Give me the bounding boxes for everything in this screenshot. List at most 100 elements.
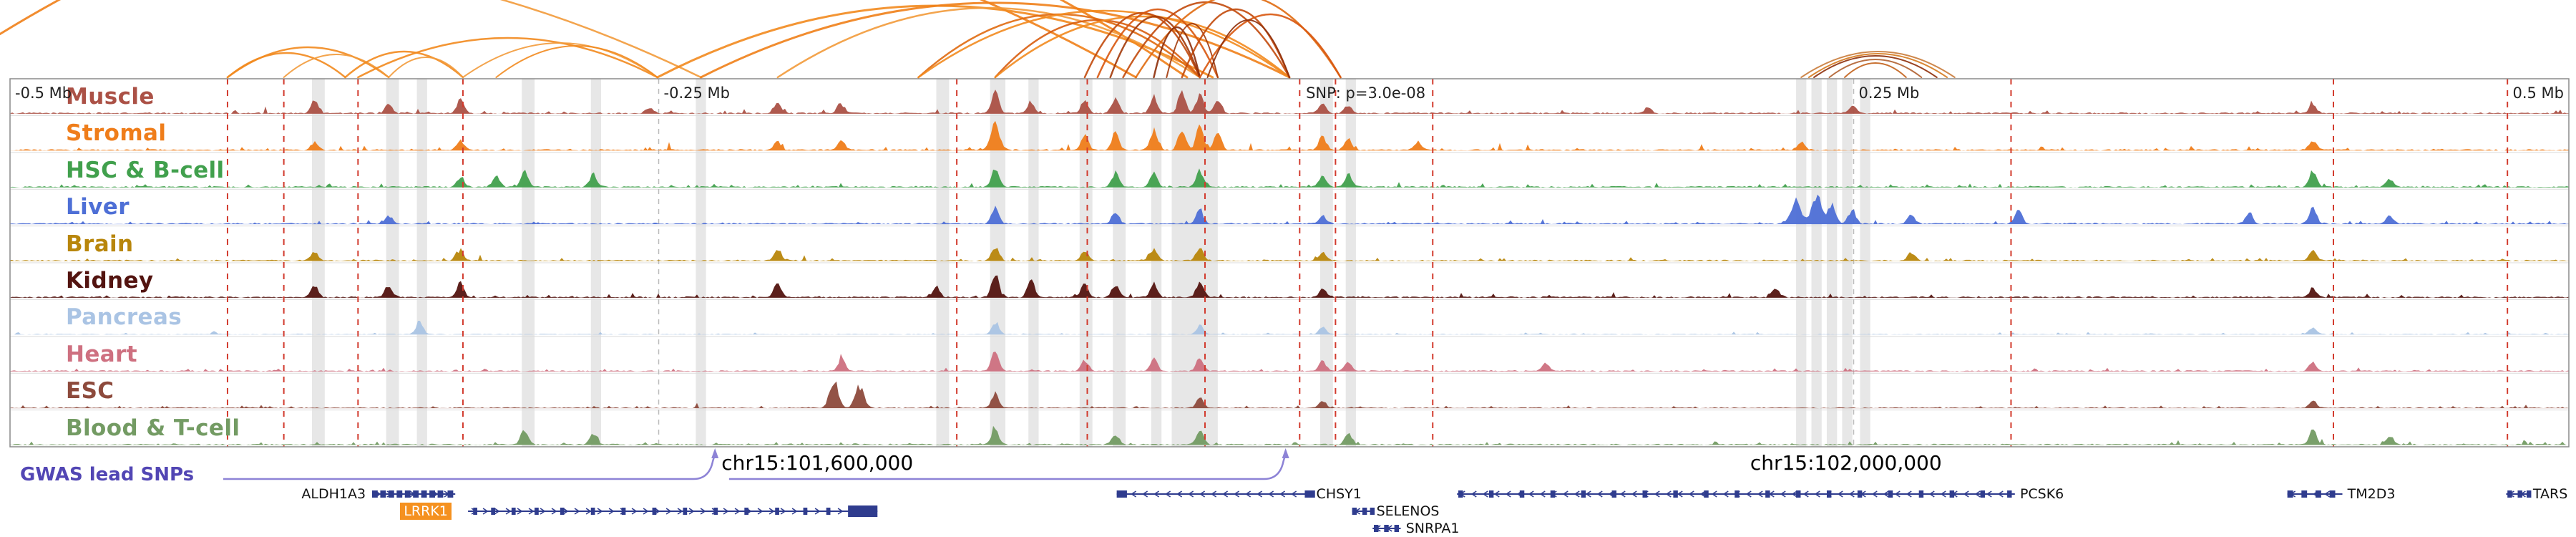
gene-label-TM2D3[interactable]: TM2D3: [2347, 486, 2396, 502]
gwas-snp-arrowhead: [711, 448, 719, 458]
strand-chevron-icon: [1562, 490, 1568, 498]
interaction-arc[interactable]: [700, 1, 1291, 79]
gene-exon: [437, 490, 444, 498]
strand-chevron-icon: [1894, 490, 1901, 498]
strand-chevron-icon: [1974, 490, 1981, 498]
interaction-arc[interactable]: [917, 9, 1291, 79]
strand-chevron-icon: [757, 508, 763, 515]
interaction-arc[interactable]: [0, 0, 1137, 79]
signal-track-heart[interactable]: [10, 352, 2569, 372]
gene-exon: [380, 490, 386, 498]
signal-track-stromal[interactable]: [10, 120, 2569, 151]
strand-chevron-icon: [1574, 490, 1580, 498]
interaction-arc[interactable]: [994, 19, 1201, 79]
interaction-arc[interactable]: [1206, 19, 1290, 78]
strand-chevron-icon: [1165, 490, 1171, 498]
track-label-muscle[interactable]: Muscle: [66, 84, 155, 110]
interaction-arc[interactable]: [1166, 23, 1219, 78]
gene-exon: [683, 508, 688, 515]
interaction-arc[interactable]: [1181, 8, 1291, 79]
track-label-esc[interactable]: ESC: [66, 378, 114, 405]
gene-label-LRRK1[interactable]: LRRK1: [400, 503, 452, 520]
track-label-hsc-b-cell[interactable]: HSC & B-cell: [66, 157, 225, 183]
interaction-arc[interactable]: [1109, 16, 1201, 79]
strand-chevron-icon: [608, 508, 615, 515]
interaction-arc[interactable]: [1828, 59, 1923, 78]
interaction-arc[interactable]: [1096, 9, 1219, 79]
signal-track-kidney[interactable]: [10, 275, 2569, 298]
strand-chevron-icon: [1997, 490, 2004, 498]
interaction-arc[interactable]: [1153, 26, 1201, 79]
strand-chevron-icon: [1745, 490, 1752, 498]
strand-chevron-icon: [1631, 490, 1637, 498]
gene-label-SNRPA1[interactable]: SNRPA1: [1405, 521, 1460, 536]
gene-exon: [1857, 490, 1863, 498]
gwas-lead-snps-label[interactable]: GWAS lead SNPs: [20, 464, 195, 485]
gene-label-SELENOS[interactable]: SELENOS: [1376, 503, 1440, 519]
track-label-pancreas[interactable]: Pancreas: [66, 304, 182, 331]
strand-chevron-icon: [688, 508, 695, 515]
interaction-arc[interactable]: [1800, 51, 1956, 78]
interaction-arc[interactable]: [388, 57, 464, 78]
gene-exon: [1458, 490, 1463, 498]
strand-chevron-icon: [1539, 490, 1546, 498]
track-label-blood-t-cell[interactable]: Blood & T-cell: [66, 415, 240, 441]
gene-exon: [429, 490, 435, 498]
gene-exon: [1488, 490, 1494, 498]
coordinate-label-0: chr15:101,600,000: [721, 451, 914, 475]
strand-chevron-icon: [528, 508, 535, 515]
gene-exon: [1352, 508, 1357, 515]
strand-chevron-icon: [562, 508, 569, 515]
interaction-arc[interactable]: [344, 50, 464, 79]
interaction-arc[interactable]: [776, 6, 1201, 79]
gene-exon: [826, 508, 831, 515]
interaction-arc[interactable]: [226, 46, 390, 79]
interaction-arc[interactable]: [0, 0, 702, 79]
signal-track-pancreas[interactable]: [10, 321, 2569, 335]
gene-label-ALDH1A3[interactable]: ALDH1A3: [301, 486, 366, 502]
track-label-liver[interactable]: Liver: [66, 194, 130, 221]
strand-chevron-icon: [1757, 490, 1763, 498]
gene-exon: [1980, 490, 1985, 498]
interaction-arc[interactable]: [994, 15, 1291, 79]
strand-chevron-icon: [1791, 490, 1797, 498]
gene-exon: [1611, 490, 1617, 498]
interaction-arc[interactable]: [1807, 53, 1948, 78]
interaction-arc[interactable]: [1199, 13, 1342, 79]
gwas-snp-connector: [223, 453, 716, 480]
gene-label-CHSY1[interactable]: CHSY1: [1316, 486, 1362, 502]
signal-track-muscle[interactable]: [10, 90, 2569, 114]
track-label-brain[interactable]: Brain: [66, 231, 134, 257]
track-label-kidney[interactable]: Kidney: [66, 268, 154, 294]
interaction-arc[interactable]: [495, 45, 658, 78]
signal-track-liver[interactable]: [10, 194, 2569, 225]
gene-label-TARS[interactable]: TARS: [2532, 486, 2568, 502]
gene-exon: [1384, 525, 1389, 532]
strand-chevron-icon: [769, 508, 775, 515]
strand-chevron-icon: [551, 508, 557, 515]
interaction-arc[interactable]: [1843, 62, 1907, 78]
gene-label-PCSK6[interactable]: PCSK6: [2019, 486, 2064, 502]
coordinate-label-1: chr15:102,000,000: [1750, 451, 1942, 475]
signal-track-blood-t-cell[interactable]: [10, 425, 2569, 445]
track-label-heart[interactable]: Heart: [66, 341, 137, 367]
gene-exon: [421, 490, 427, 498]
strand-chevron-icon: [1234, 490, 1240, 498]
gene-exon: [1796, 490, 1801, 498]
signal-track-brain[interactable]: [10, 248, 2569, 261]
signal-track-hsc-b-cell[interactable]: [10, 168, 2569, 188]
interaction-arc[interactable]: [357, 37, 658, 79]
strand-chevron-icon: [1596, 490, 1603, 498]
gene-exon: [1765, 490, 1770, 498]
gene-exon: [652, 508, 657, 515]
gene-exon: [621, 508, 626, 515]
interaction-arc[interactable]: [1813, 55, 1938, 78]
interaction-arc[interactable]: [462, 42, 658, 78]
ruler-label-0: -0.5 Mb: [15, 84, 72, 102]
strand-chevron-icon: [1871, 490, 1878, 498]
strand-chevron-icon: [1245, 490, 1252, 498]
track-label-stromal[interactable]: Stromal: [66, 120, 167, 147]
gene-exon: [1918, 490, 1924, 498]
signal-track-esc[interactable]: [10, 381, 2569, 409]
